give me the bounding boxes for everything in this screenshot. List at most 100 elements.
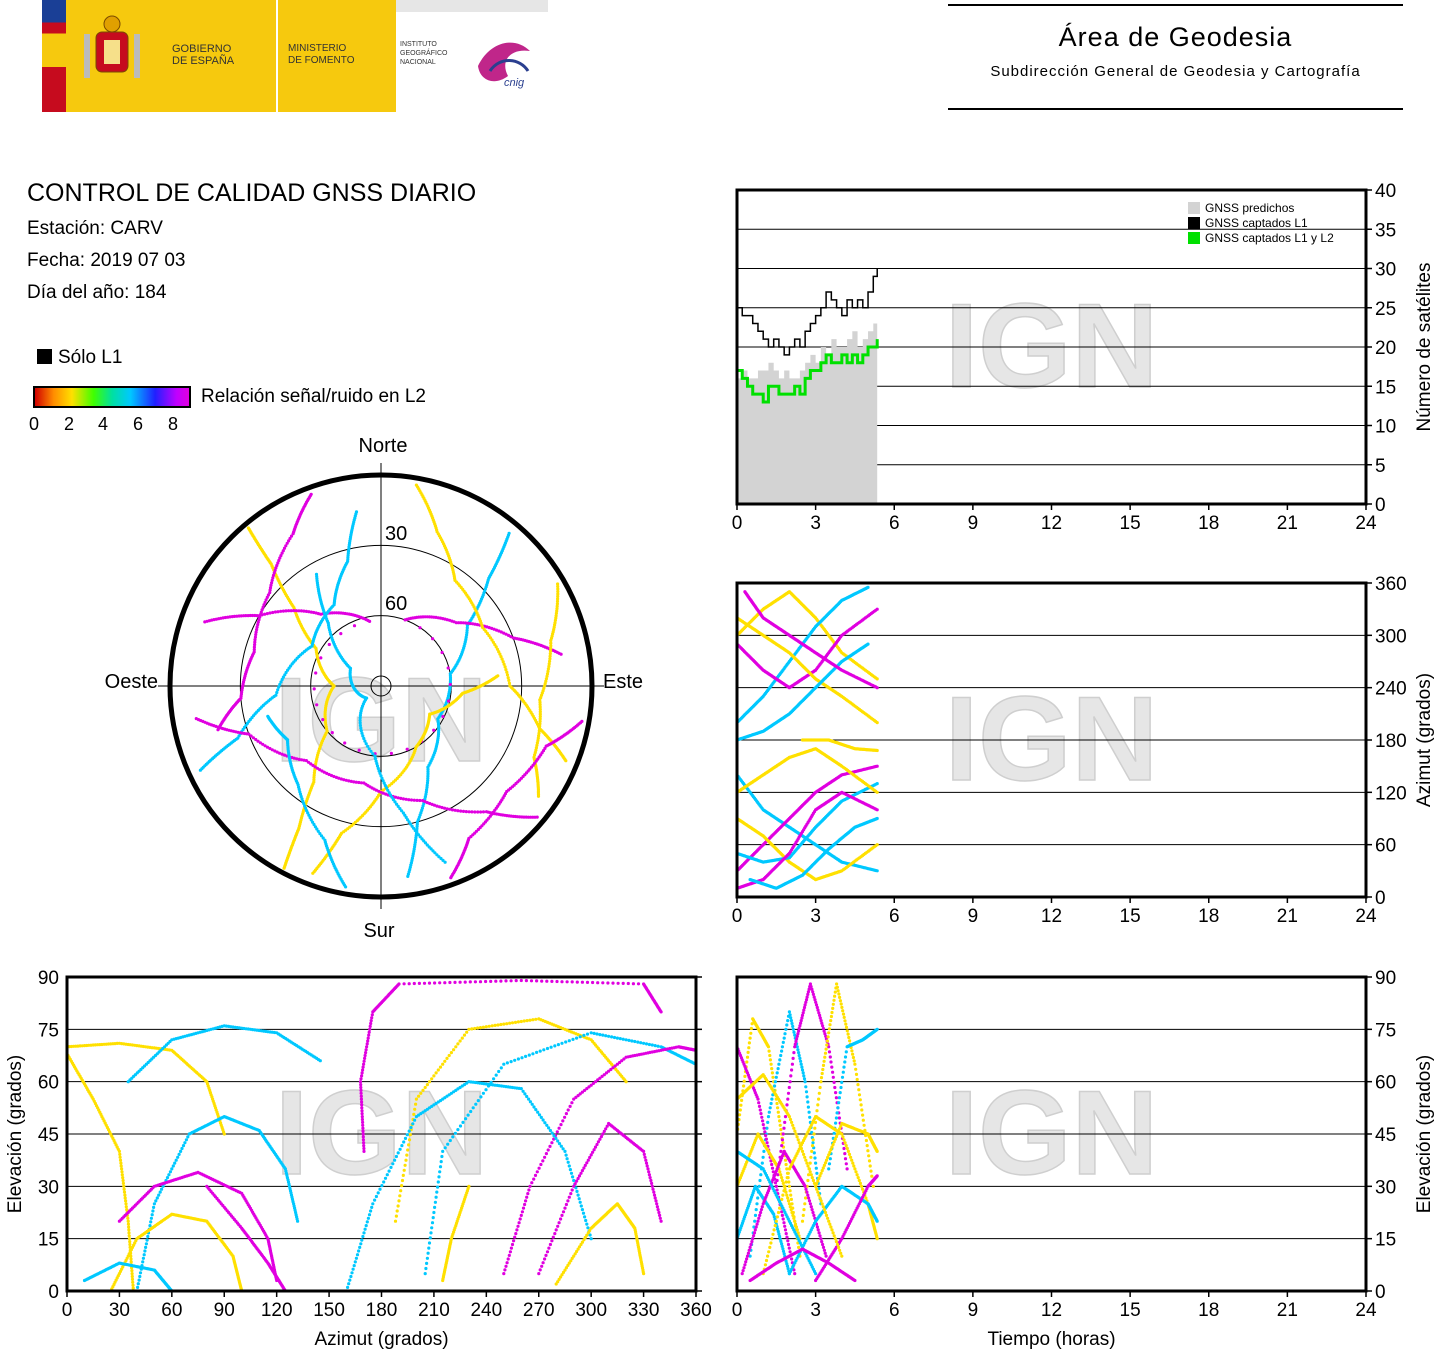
data-point xyxy=(173,1161,177,1165)
data-point xyxy=(531,815,535,819)
data-point xyxy=(571,1175,575,1179)
x-tick-label: 210 xyxy=(418,1300,450,1321)
x-tick-label: 180 xyxy=(366,1300,398,1321)
data-point xyxy=(648,1176,652,1180)
data-point xyxy=(503,665,507,669)
data-point xyxy=(575,1249,579,1254)
data-point xyxy=(606,981,610,985)
data-point xyxy=(555,1130,559,1134)
data-point xyxy=(494,628,499,632)
data-point xyxy=(555,607,559,611)
data-point xyxy=(363,1227,367,1231)
data-point xyxy=(658,1216,662,1220)
data-point xyxy=(443,1059,447,1063)
data-point xyxy=(138,1274,142,1279)
station-label: Estación: CARV xyxy=(27,218,163,239)
data-point xyxy=(425,1256,429,1260)
x-tick-label: 0 xyxy=(732,906,743,927)
data-point xyxy=(438,1165,443,1169)
data-point xyxy=(527,1053,531,1057)
data-point xyxy=(268,586,273,590)
data-point xyxy=(145,1238,149,1242)
data-point xyxy=(433,1205,437,1209)
data-point xyxy=(522,1019,526,1023)
x-tick-label: 360 xyxy=(680,1300,712,1321)
data-point xyxy=(382,1180,386,1184)
data-point xyxy=(371,752,375,756)
data-point xyxy=(538,1049,542,1053)
data-point xyxy=(644,1161,649,1165)
data-point xyxy=(222,1132,226,1136)
data-point xyxy=(559,1217,563,1221)
data-point xyxy=(473,810,477,814)
data-point xyxy=(371,1202,375,1206)
data-point xyxy=(545,979,549,983)
data-point xyxy=(360,1103,364,1107)
data-point xyxy=(533,753,537,757)
data-point xyxy=(359,1083,363,1087)
data-point xyxy=(180,1146,184,1151)
data-point xyxy=(875,721,879,725)
data-point xyxy=(649,1178,653,1183)
data-point xyxy=(393,1219,398,1223)
data-point xyxy=(359,729,363,733)
data-point xyxy=(503,1268,507,1272)
data-point xyxy=(469,1109,473,1114)
data-point xyxy=(531,1052,535,1056)
data-point xyxy=(436,1185,440,1189)
data-point xyxy=(471,1106,475,1110)
data-point xyxy=(500,657,504,661)
data-point xyxy=(363,1053,367,1058)
data-point xyxy=(332,611,336,615)
data-point xyxy=(538,714,542,719)
data-point xyxy=(400,1178,405,1183)
y-tick-label: 45 xyxy=(38,1125,59,1146)
data-point xyxy=(508,1021,512,1025)
data-point xyxy=(598,1137,602,1141)
data-point xyxy=(570,1188,574,1192)
data-point xyxy=(556,582,560,586)
data-point xyxy=(287,609,291,613)
data-point xyxy=(545,1046,550,1051)
data-point xyxy=(580,1090,585,1094)
data-point xyxy=(373,752,377,756)
data-point xyxy=(437,1175,441,1179)
data-point xyxy=(560,1041,564,1045)
x-axis-label: Azimut (grados) xyxy=(314,1329,448,1350)
data-point xyxy=(607,1034,611,1038)
data-point xyxy=(454,1045,458,1049)
data-point xyxy=(441,858,445,863)
data-point xyxy=(426,779,430,783)
watermark: IGN xyxy=(275,1066,488,1200)
data-point xyxy=(538,703,542,707)
data-point xyxy=(232,614,237,619)
data-point xyxy=(124,1202,128,1206)
y-tick-label: 30 xyxy=(1375,260,1396,281)
data-point xyxy=(618,1060,622,1065)
data-point xyxy=(329,773,334,778)
legend-label: GNSS captados L1 y L2 xyxy=(1205,231,1334,245)
y-tick-label: 75 xyxy=(38,1020,59,1041)
data-point xyxy=(570,1101,574,1105)
data-point xyxy=(432,728,436,732)
data-point xyxy=(383,783,387,788)
data-point xyxy=(359,1091,363,1095)
x-tick-label: 3 xyxy=(810,513,821,534)
data-point xyxy=(519,1019,523,1024)
data-point xyxy=(548,659,552,663)
data-point xyxy=(359,726,363,730)
x-tick-label: 21 xyxy=(1277,906,1298,927)
data-point xyxy=(468,980,472,984)
x-tick-label: 9 xyxy=(968,906,979,927)
data-point xyxy=(270,748,274,752)
data-point xyxy=(127,1237,132,1241)
data-point xyxy=(656,1208,660,1212)
y-tick-label: 40 xyxy=(1375,181,1396,202)
data-point xyxy=(260,608,264,612)
data-point xyxy=(361,1126,365,1130)
data-point xyxy=(141,1260,145,1264)
data-point xyxy=(353,1260,357,1264)
data-point xyxy=(437,855,441,859)
data-point xyxy=(171,1164,175,1168)
data-point xyxy=(263,600,267,604)
